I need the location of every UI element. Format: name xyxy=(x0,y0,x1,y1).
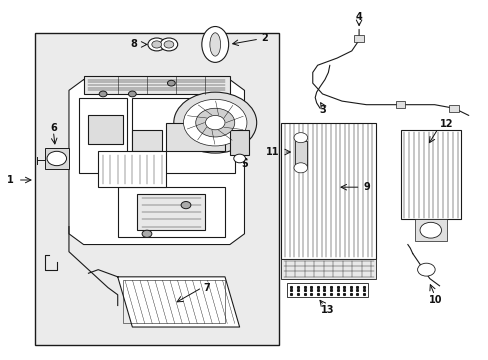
Polygon shape xyxy=(118,277,239,327)
Bar xyxy=(294,140,306,167)
Circle shape xyxy=(181,202,190,209)
Circle shape xyxy=(152,41,161,48)
Bar xyxy=(122,280,224,323)
Text: 10: 10 xyxy=(428,295,442,305)
Circle shape xyxy=(233,154,245,163)
Text: 5: 5 xyxy=(241,159,247,169)
Circle shape xyxy=(205,116,224,130)
Circle shape xyxy=(163,41,173,48)
Bar xyxy=(83,76,229,94)
Polygon shape xyxy=(69,80,244,244)
Text: 7: 7 xyxy=(203,283,209,293)
Bar xyxy=(132,98,234,173)
Circle shape xyxy=(183,99,246,146)
Circle shape xyxy=(160,38,177,51)
Text: 6: 6 xyxy=(50,123,57,133)
Circle shape xyxy=(419,222,441,238)
Bar xyxy=(35,33,278,345)
Bar xyxy=(414,220,446,241)
Circle shape xyxy=(99,91,107,97)
Bar xyxy=(287,283,367,297)
Bar xyxy=(353,35,363,42)
Bar xyxy=(98,151,166,187)
Text: 9: 9 xyxy=(363,182,370,192)
Circle shape xyxy=(293,133,307,143)
Ellipse shape xyxy=(209,33,220,56)
Bar xyxy=(395,101,405,108)
Bar xyxy=(448,105,458,112)
Bar xyxy=(132,130,161,151)
Circle shape xyxy=(417,263,434,276)
Circle shape xyxy=(47,151,66,166)
Bar xyxy=(400,130,461,220)
Bar xyxy=(88,116,122,144)
Text: 4: 4 xyxy=(355,12,362,22)
Bar xyxy=(44,148,69,169)
Circle shape xyxy=(293,163,307,173)
Bar xyxy=(281,259,375,279)
Ellipse shape xyxy=(202,27,228,62)
Bar xyxy=(118,187,224,237)
Bar xyxy=(281,123,375,259)
Text: 13: 13 xyxy=(320,305,333,315)
Text: 2: 2 xyxy=(261,33,268,43)
Bar xyxy=(166,123,224,151)
Text: 11: 11 xyxy=(265,147,279,157)
Circle shape xyxy=(148,38,165,51)
Bar xyxy=(137,194,205,230)
Text: 8: 8 xyxy=(130,40,137,49)
Bar xyxy=(79,98,127,173)
Circle shape xyxy=(128,91,136,97)
Circle shape xyxy=(195,108,234,137)
Circle shape xyxy=(167,80,175,86)
Text: 3: 3 xyxy=(319,105,325,115)
Bar xyxy=(229,130,249,155)
Circle shape xyxy=(142,230,152,237)
Text: 1: 1 xyxy=(7,175,14,185)
Text: 12: 12 xyxy=(439,120,452,129)
Circle shape xyxy=(173,92,256,153)
